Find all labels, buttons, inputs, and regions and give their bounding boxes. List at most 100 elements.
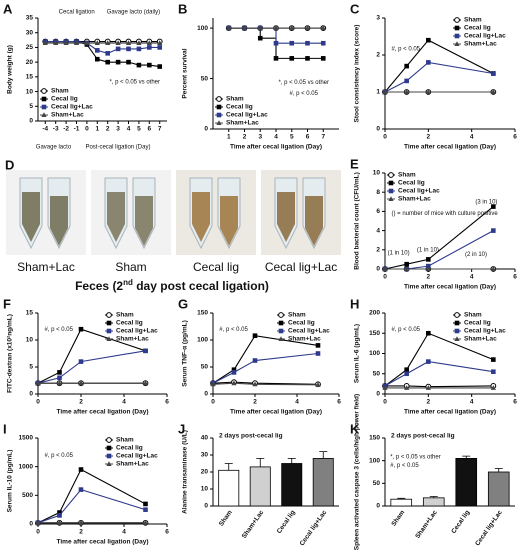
- feces: [220, 196, 238, 246]
- feces: [135, 196, 153, 246]
- y-tick-label: 50: [201, 364, 209, 371]
- y-axis-label: Serum IL-6 (pg/mL): [354, 324, 361, 383]
- y-axis-label: Alanine transaminase (U/L): [182, 430, 189, 514]
- x-tick-label: 0: [36, 529, 40, 536]
- marker: [57, 370, 62, 375]
- marker: [143, 501, 148, 507]
- y-tick-label: 100: [369, 350, 380, 357]
- x-axis-label: Time after cecal ligation (Day): [404, 284, 496, 291]
- marker: [115, 59, 121, 65]
- photo-background: [176, 170, 256, 255]
- x-tick-label: 2: [253, 399, 257, 406]
- marker: [491, 357, 496, 362]
- x-tick-label: 6: [337, 399, 341, 406]
- x-tick-label: 7: [158, 126, 162, 133]
- marker: [490, 266, 496, 271]
- x-tick-label: 0: [383, 399, 387, 406]
- marker: [252, 358, 258, 363]
- marker: [226, 25, 232, 31]
- caption: Feces (2nd day post cecal ligation): [75, 278, 269, 293]
- marker: [426, 263, 431, 269]
- marker: [491, 204, 496, 209]
- y-tick-label: 2: [376, 52, 380, 59]
- legend-marker: [106, 453, 112, 459]
- legend-marker: [388, 188, 394, 194]
- series-line: [384, 39, 494, 93]
- marker: [94, 40, 100, 46]
- bar: [422, 497, 445, 507]
- y-tick-label: 2: [376, 247, 380, 254]
- legend-marker: [216, 120, 222, 125]
- marker: [425, 266, 431, 271]
- y-tick-label: 150: [197, 310, 208, 317]
- photo-label: Sham: [115, 260, 146, 274]
- error-bar: [494, 467, 503, 472]
- x-axis-label: Time after cecal ligation (Day): [230, 144, 322, 151]
- y-tick-label: 150: [369, 435, 380, 442]
- legend-marker: [216, 96, 222, 102]
- legend-label: Sham+Lac: [51, 112, 84, 119]
- marker: [56, 520, 63, 525]
- marker: [35, 380, 41, 386]
- bar: [312, 457, 334, 507]
- y-tick-label: 20: [26, 59, 34, 66]
- legend-marker: [278, 328, 284, 334]
- marker: [126, 59, 131, 65]
- marker: [147, 45, 152, 50]
- y-tick-label: 50: [373, 480, 381, 487]
- marker: [105, 40, 111, 46]
- x-tick-label: 6: [165, 399, 169, 406]
- panel-letter: F: [3, 296, 11, 311]
- x-tick-label: 4: [122, 529, 126, 536]
- bar: [455, 457, 478, 507]
- legend-label: Sham+Lac: [288, 336, 321, 343]
- marker: [73, 40, 80, 46]
- panel-letter: D: [5, 157, 14, 172]
- y-tick-label: 30: [201, 452, 209, 459]
- x-tick-label: -3: [53, 126, 59, 133]
- legend-label: Cecal lig+Lac: [116, 453, 158, 460]
- legend-label: Sham: [464, 17, 482, 24]
- bar: [390, 498, 413, 507]
- marker: [425, 89, 431, 94]
- marker: [78, 520, 84, 525]
- x-tick-label: Cecal lig: [276, 509, 297, 535]
- y-tick-label: 500: [22, 492, 33, 499]
- x-tick-label: 2: [427, 399, 431, 406]
- y-tick-label: 8: [376, 189, 380, 196]
- y-tick-label: 100: [197, 25, 208, 32]
- y-tick-label: 20: [201, 469, 209, 476]
- x-tick-label: -1: [74, 126, 80, 133]
- marker: [426, 60, 431, 65]
- x-tick-label: 6: [513, 274, 517, 281]
- photo-background: [6, 170, 86, 255]
- marker: [115, 40, 121, 46]
- x-axis-label: Time after cecal ligation (Day): [404, 409, 496, 416]
- error-bar: [319, 451, 328, 459]
- marker: [315, 343, 321, 348]
- x-tick-label: 0: [85, 126, 89, 133]
- marker: [273, 25, 279, 31]
- legend-label: Cecal lig+Lac: [398, 188, 440, 195]
- y-tick-label: 10: [373, 170, 381, 177]
- x-tick-label: 0: [383, 274, 387, 281]
- y-axis-label: Stool consistency index (score): [354, 25, 361, 123]
- x-tick-label: 2: [427, 134, 431, 141]
- x-tick-label: 2: [106, 126, 110, 133]
- marker: [146, 40, 152, 46]
- photo-label: Sham+Lac: [17, 260, 75, 274]
- feces: [305, 196, 323, 246]
- feces: [107, 192, 125, 242]
- legend-marker: [106, 312, 112, 318]
- legend-marker: [106, 336, 112, 341]
- y-tick-label: 0: [376, 503, 380, 510]
- marker: [305, 40, 310, 46]
- marker: [210, 381, 216, 387]
- legend-marker: [454, 41, 460, 46]
- legend-label: Sham: [464, 312, 482, 319]
- legend-label: Sham+Lac: [116, 461, 149, 468]
- marker: [382, 385, 388, 390]
- marker: [78, 380, 84, 386]
- x-tick-label: 6: [165, 529, 169, 536]
- bar: [281, 463, 303, 507]
